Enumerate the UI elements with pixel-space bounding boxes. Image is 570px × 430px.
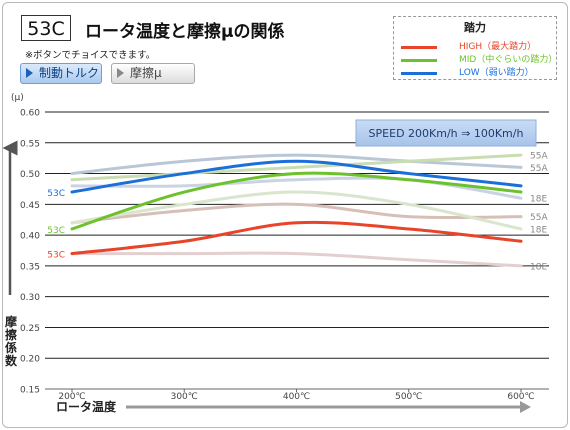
y-tick-label: 0.50 — [20, 170, 40, 180]
speed-annotation-box — [355, 119, 537, 147]
braking-torque-button[interactable]: 制動トルク — [20, 63, 102, 84]
y-tick-label: 0.40 — [20, 232, 40, 242]
x-tick-label: 400℃ — [283, 392, 310, 402]
friction-mu-button[interactable]: 摩擦μ — [111, 63, 195, 84]
braking-torque-label: 制動トルク — [39, 66, 100, 80]
legend-line-high — [401, 46, 437, 49]
x-tick-label: 600℃ — [507, 392, 534, 402]
series-labels: 55A 55A 18E 55A 18E 18E 53C 53C 53C — [47, 152, 548, 273]
series-line — [70, 190, 523, 231]
series-line — [70, 171, 523, 231]
legend-box: 踏力 HIGH（最大踏力） MID（中ぐらいの踏力） LOW（弱い踏力） — [393, 16, 557, 80]
series-line — [70, 251, 523, 268]
series-label: 53C — [47, 226, 65, 236]
speed-annotation-text: SPEED 200Km/h ⇒ 100Km/h — [369, 127, 524, 140]
series-lines — [70, 153, 523, 268]
x-axis-title: ロータ温度 — [56, 399, 117, 414]
x-tick-label: 200℃ — [58, 392, 85, 402]
y-tick-label: 0.30 — [20, 293, 40, 303]
series-line — [70, 220, 523, 256]
y-axis-title-char: 係 — [5, 340, 17, 355]
series-label: 18E — [530, 225, 547, 235]
x-axis-arrow-head — [520, 401, 531, 413]
y-tick-label: 0.35 — [20, 262, 40, 272]
series-line — [70, 153, 523, 176]
y-unit-label: (μ) — [11, 93, 24, 103]
series-line — [70, 153, 523, 182]
play-arrow-icon — [117, 68, 124, 78]
series-label: 55A — [530, 152, 548, 162]
axes: 0.60 0.55 0.50 0.45 0.40 0.35 0.30 0.25 0.20 0.15… — [2, 93, 535, 414]
y-tick-label: 0.25 — [20, 324, 40, 334]
play-arrow-icon — [26, 68, 33, 78]
legend-label-low: LOW（弱い踏力） — [459, 68, 534, 78]
series-label: 53C — [47, 189, 65, 199]
legend-line-mid — [401, 59, 437, 62]
instruction-note: ※ボタンでチョイスできます。 — [25, 50, 156, 61]
series-label: 53C — [47, 251, 65, 261]
y-axis-title-char: 数 — [5, 353, 18, 368]
series-label: 55A — [530, 213, 548, 223]
y-tick-label: 0.15 — [20, 386, 40, 396]
series-label: 55A — [530, 164, 548, 174]
series-line — [70, 202, 523, 225]
y-axis-title-char: 擦 — [5, 327, 17, 342]
y-tick-label: 0.45 — [20, 201, 40, 211]
legend-title: 踏力 — [464, 21, 486, 34]
y-tick-label: 0.20 — [20, 355, 40, 365]
y-axis-title-char: 摩 — [5, 314, 17, 329]
legend-label-high: HIGH（最大踏力） — [459, 42, 537, 52]
friction-mu-label: 摩擦μ — [130, 66, 162, 80]
x-tick-label: 300℃ — [171, 392, 198, 402]
series-line — [70, 159, 523, 194]
y-tick-label: 0.60 — [20, 109, 40, 119]
y-tick-label: 0.55 — [20, 139, 40, 149]
speed-annotation: SPEED 200Km/h ⇒ 100Km/h — [355, 119, 537, 147]
legend-label-mid: MID（中ぐらいの踏力） — [459, 55, 558, 65]
model-badge: 53C — [21, 15, 71, 41]
x-tick-label: 500℃ — [395, 392, 422, 402]
series-label: 18E — [530, 262, 547, 272]
y-axis-title: 摩擦係数 — [5, 314, 18, 368]
legend-line-low — [401, 72, 437, 75]
page-title: ロータ温度と摩擦μの関係 — [85, 22, 285, 42]
series-label: 18E — [530, 195, 547, 205]
grid-lines — [45, 111, 549, 390]
